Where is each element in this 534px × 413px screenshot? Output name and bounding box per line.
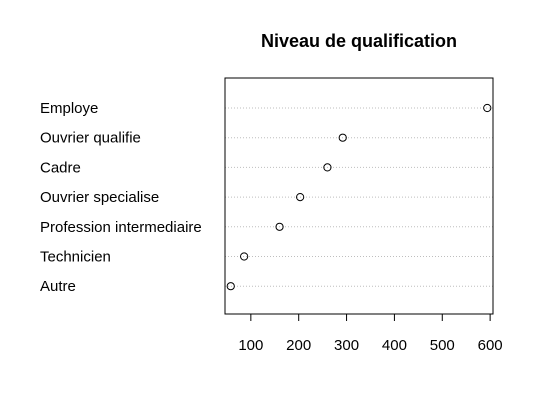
- x-tick-label: 500: [430, 337, 455, 354]
- x-tick-label: 100: [238, 337, 263, 354]
- category-label: Cadre: [40, 159, 81, 176]
- data-point: [338, 133, 347, 142]
- data-point: [296, 193, 305, 202]
- x-tick-label: 200: [286, 337, 311, 354]
- x-tick-label: 400: [382, 337, 407, 354]
- data-points: [226, 103, 492, 291]
- chart-title: Niveau de qualification: [261, 31, 457, 51]
- data-point: [275, 222, 284, 231]
- category-label: Profession intermediaire: [40, 219, 202, 236]
- data-point: [226, 282, 235, 291]
- category-label: Ouvrier qualifie: [40, 130, 141, 147]
- category-label: Employe: [40, 100, 98, 117]
- x-axis: 100 200 300 400 500 600: [238, 313, 503, 354]
- gridlines: [225, 107, 493, 287]
- x-tick-label: 600: [478, 337, 503, 354]
- category-label: Ouvrier specialise: [40, 189, 159, 206]
- x-tick-label: 300: [334, 337, 359, 354]
- data-point: [483, 103, 492, 113]
- data-point: [240, 252, 249, 261]
- category-label: Autre: [40, 278, 76, 295]
- category-label: Technicien: [40, 249, 111, 266]
- plot-frame: [224, 77, 494, 315]
- data-point: [323, 163, 332, 172]
- category-labels: Employe Ouvrier qualifie Cadre Ouvrier spec…: [40, 100, 202, 295]
